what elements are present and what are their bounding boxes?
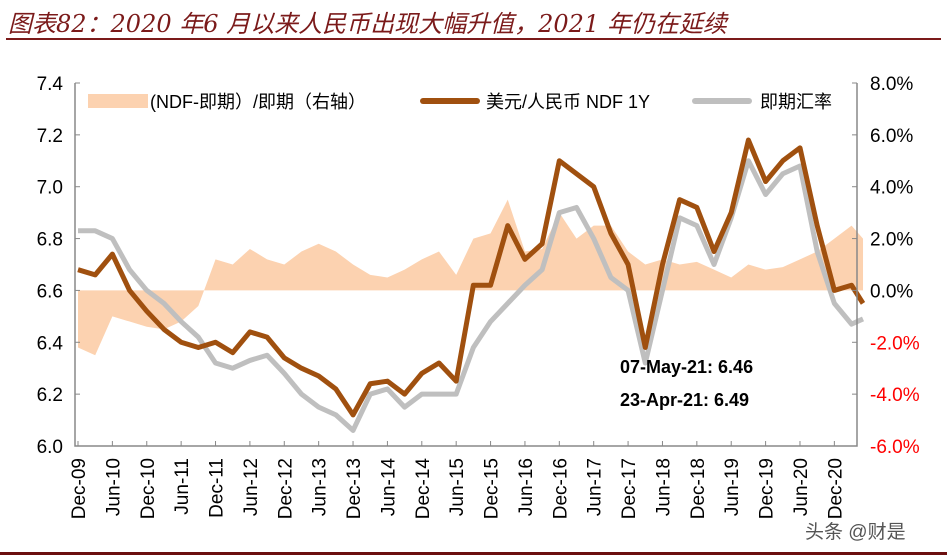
x-tick-label: Dec-10 [138,458,159,519]
legend-swatch [420,98,480,104]
left-tick-label: 6.8 [37,230,63,251]
right-tick-label: 8.0% [870,74,913,95]
x-tick-label: Jun-13 [310,458,331,516]
x-tick-label: Dec-20 [825,458,846,519]
left-tick-label: 6.0 [37,437,63,458]
x-tick-label: Dec-13 [344,458,365,519]
x-tick-label: Dec-15 [482,458,503,519]
x-tick-label: Jun-20 [791,458,812,516]
x-tick-label: Jun-16 [516,458,537,516]
title-divider [6,38,941,40]
left-tick-label: 7.4 [37,74,64,95]
bottom-divider [0,552,947,555]
annotation-label: 23-Apr-21: 6.49 [620,390,749,410]
x-tick-label: Dec-11 [207,458,228,518]
x-tick-label: Dec-18 [688,458,709,519]
right-tick-label: -6.0% [870,437,920,458]
x-tick-label: Jun-10 [103,458,124,516]
x-tick-label: Jun-14 [378,458,399,517]
left-tick-label: 6.4 [37,333,64,354]
x-tick-label: Jun-18 [653,458,674,516]
right-tick-label: 2.0% [870,230,913,251]
left-tick-label: 6.6 [37,281,63,302]
x-tick-label: Dec-14 [413,458,434,520]
x-tick-label: Dec-19 [757,458,778,519]
legend-swatch [692,98,752,104]
left-tick-label: 6.2 [37,385,63,406]
right-tick-label: -2.0% [870,333,920,354]
right-tick-label: 4.0% [870,178,913,199]
left-tick-label: 7.2 [37,126,63,147]
plot-frame [74,83,858,447]
x-tick-label: Jun-17 [585,458,606,516]
x-tick-label: Jun-12 [241,458,262,516]
series-area-ndf-premium [78,199,864,356]
annotation-label: 07-May-21: 6.46 [620,357,753,377]
watermark: 头条 @财是 [805,522,906,543]
legend-label: 即期汇率 [760,92,832,112]
right-tick-label: -4.0% [870,385,920,406]
x-tick-label: Dec-16 [550,458,571,519]
legend-label: (NDF-即期）/即期（右轴） [150,92,366,112]
left-tick-label: 7.0 [37,178,63,199]
x-tick-label: Dec-12 [275,458,296,519]
legend-label: 美元/人民币 NDF 1Y [486,92,650,112]
legend-swatch [88,94,148,108]
x-tick-label: Jun-11 [172,458,193,515]
x-tick-label: Dec-09 [69,458,90,519]
chart-title: 图表82：2020 年6 月以来人民币出现大幅升值，2021 年仍在延续 [8,10,727,38]
x-tick-label: Dec-17 [619,458,640,519]
x-tick-label: Jun-15 [447,458,468,516]
right-tick-label: 0.0% [870,281,913,302]
x-tick-label: Jun-19 [722,458,743,516]
right-tick-label: 6.0% [870,126,913,147]
